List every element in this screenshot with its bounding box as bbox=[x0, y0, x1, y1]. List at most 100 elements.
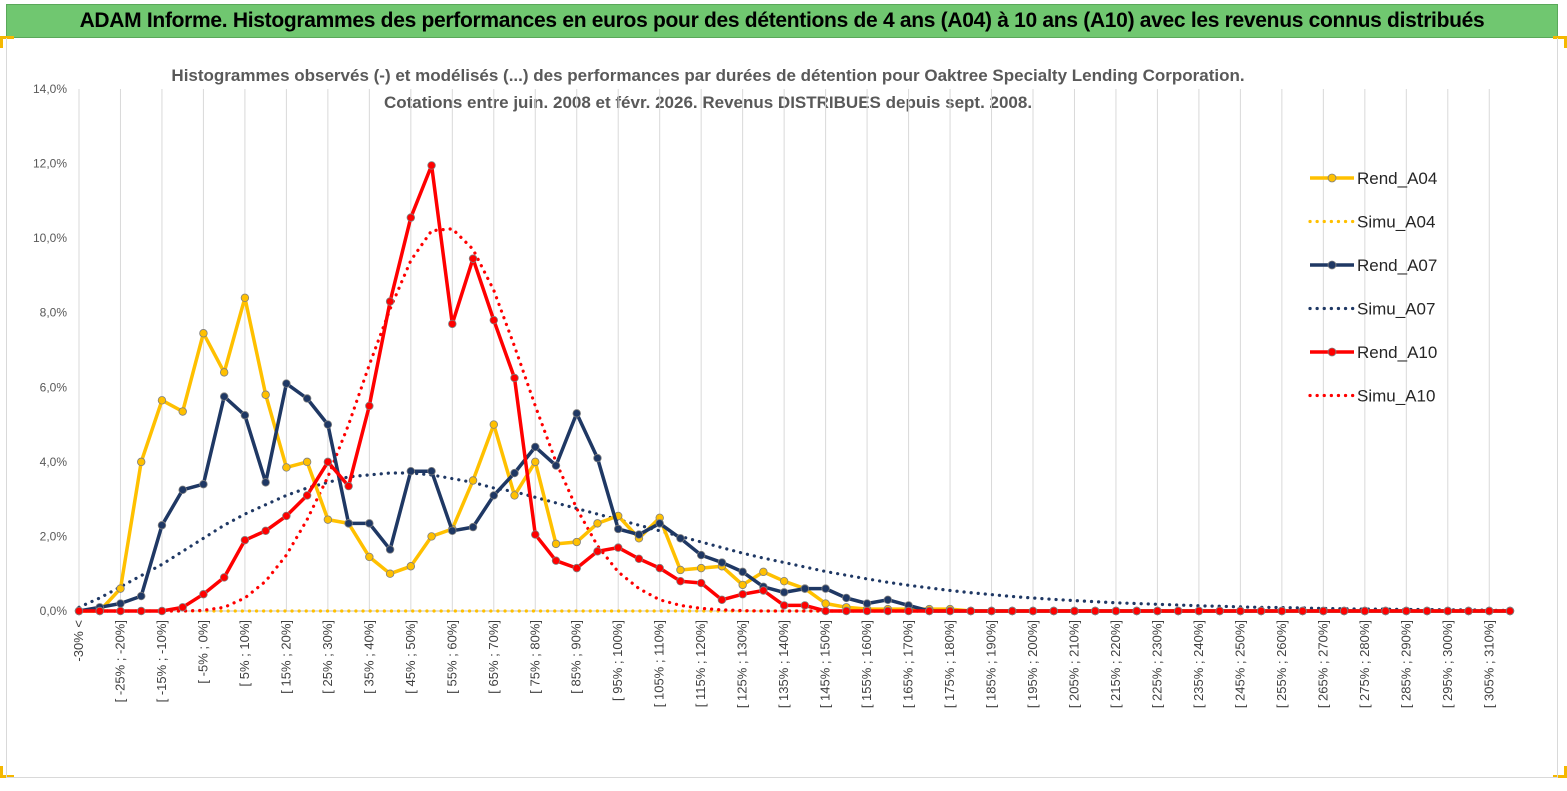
point-Rend_A07 bbox=[883, 595, 893, 605]
x-tick-label: [ 165% ; 170%] bbox=[901, 620, 916, 708]
point-Rend_A04 bbox=[406, 562, 416, 571]
point-Rend_A04 bbox=[531, 457, 540, 467]
y-tick-label: 8,0% bbox=[40, 306, 68, 320]
point-Rend_A07 bbox=[323, 420, 333, 429]
point-Rend_A10 bbox=[1339, 606, 1349, 616]
point-Rend_A10 bbox=[406, 213, 416, 222]
chart-frame bbox=[6, 38, 1558, 778]
corner-accent-lb bbox=[0, 766, 3, 778]
point-Rend_A10 bbox=[95, 606, 104, 616]
point-Rend_A04 bbox=[738, 580, 747, 590]
series-Rend_A10 bbox=[79, 163, 1510, 613]
x-tick-label: [ 225% ; 230%] bbox=[1149, 620, 1164, 708]
point-Rend_A10 bbox=[302, 491, 312, 500]
point-Rend_A07 bbox=[448, 526, 457, 536]
x-tick-label: -30% < bbox=[71, 620, 86, 662]
point-Rend_A07 bbox=[365, 519, 374, 528]
point-Rend_A10 bbox=[738, 590, 747, 599]
point-Rend_A10 bbox=[1236, 606, 1245, 616]
point-Rend_A10 bbox=[137, 606, 146, 616]
point-Rend_A10 bbox=[1505, 606, 1515, 616]
point-Rend_A07 bbox=[137, 591, 146, 601]
point-Rend_A10 bbox=[261, 526, 270, 536]
point-Rend_A10 bbox=[1049, 606, 1058, 616]
y-tick-label: 6,0% bbox=[40, 380, 68, 394]
x-tick-label: [ 185% ; 190%] bbox=[984, 620, 999, 708]
point-Rend_A10 bbox=[282, 511, 291, 521]
x-tick-label: [ 245% ; 250%] bbox=[1232, 620, 1247, 708]
point-Rend_A04 bbox=[572, 537, 581, 547]
point-Rend_A07 bbox=[717, 558, 727, 567]
point-Rend_A04 bbox=[489, 420, 498, 429]
x-tick-label: [ 115% ; 120%] bbox=[693, 620, 708, 707]
point-Rend_A04 bbox=[323, 515, 333, 524]
point-Rend_A10 bbox=[779, 601, 789, 610]
point-Rend_A07 bbox=[157, 521, 167, 530]
point-Rend_A04 bbox=[365, 552, 374, 562]
x-tick-label: [ 305% ; 310%] bbox=[1481, 620, 1496, 708]
point-Rend_A10 bbox=[1215, 606, 1224, 616]
corner-accent-tl bbox=[0, 36, 14, 39]
point-Rend_A04 bbox=[779, 576, 789, 586]
x-tick-label: [ 175% ; 180%] bbox=[942, 620, 957, 708]
legend-label-Rend_A10: Rend_A10 bbox=[1357, 343, 1437, 362]
x-axis: -30% < [ -25% ; -20%] [ -15% ; -10%] [ -5% … bbox=[71, 610, 1512, 708]
report-title: ADAM Informe. Histogrammes des performan… bbox=[79, 9, 1485, 32]
point-Rend_A07 bbox=[842, 593, 851, 603]
point-Rend_A10 bbox=[1132, 606, 1141, 616]
point-Rend_A10 bbox=[696, 578, 706, 588]
x-tick-label: [ 275% ; 280%] bbox=[1357, 620, 1372, 708]
x-tick-label: [ 295% ; 300%] bbox=[1440, 620, 1455, 708]
corner-accent-br bbox=[1553, 775, 1567, 778]
x-tick-label: [ 205% ; 210%] bbox=[1066, 620, 1081, 708]
y-tick-label: 12,0% bbox=[33, 157, 67, 171]
point-Rend_A10 bbox=[531, 530, 540, 539]
point-Rend_A07 bbox=[779, 588, 789, 597]
point-Rend_A04 bbox=[116, 584, 125, 593]
grid-lines bbox=[78, 89, 1490, 611]
x-tick-label: [ 255% ; 260%] bbox=[1274, 620, 1289, 708]
point-Rend_A10 bbox=[1091, 606, 1100, 616]
point-Rend_A10 bbox=[116, 606, 125, 616]
legend-label-Rend_A07: Rend_A07 bbox=[1357, 256, 1437, 275]
point-Rend_A07 bbox=[240, 411, 250, 420]
y-tick-label: 14,0% bbox=[33, 82, 67, 96]
legend-label-Rend_A04: Rend_A04 bbox=[1357, 169, 1437, 188]
point-Rend_A04 bbox=[199, 329, 208, 338]
point-Rend_A10 bbox=[717, 595, 727, 605]
legend-label-Simu_A07: Simu_A07 bbox=[1357, 300, 1435, 319]
point-Rend_A10 bbox=[925, 606, 934, 616]
point-Rend_A07 bbox=[551, 461, 561, 470]
point-Rend_A04 bbox=[821, 599, 830, 608]
point-Rend_A10 bbox=[800, 601, 810, 610]
point-Rend_A10 bbox=[385, 297, 395, 306]
point-Rend_A10 bbox=[945, 606, 955, 616]
corner-accent-tr bbox=[1553, 36, 1567, 39]
point-Rend_A10 bbox=[178, 603, 187, 612]
x-tick-label: [ 45% ; 50%] bbox=[403, 620, 418, 694]
point-Rend_A07 bbox=[116, 599, 125, 608]
point-Rend_A10 bbox=[448, 319, 457, 329]
point-Rend_A10 bbox=[1194, 606, 1204, 616]
x-tick-label: [ 135% ; 140%] bbox=[776, 620, 791, 708]
point-Rend_A10 bbox=[427, 161, 436, 170]
point-Rend_A10 bbox=[1111, 606, 1121, 616]
point-Rend_A10 bbox=[1443, 606, 1452, 616]
point-Rend_A04 bbox=[282, 463, 291, 472]
point-Rend_A10 bbox=[240, 535, 250, 545]
legend-label-Simu_A04: Simu_A04 bbox=[1357, 213, 1435, 232]
point-Rend_A07 bbox=[510, 468, 519, 478]
corner-accent-bl bbox=[0, 775, 14, 778]
point-Rend_A07 bbox=[406, 466, 416, 476]
point-Rend_A04 bbox=[510, 491, 519, 500]
x-tick-label: [ 235% ; 240%] bbox=[1191, 620, 1206, 708]
point-Rend_A10 bbox=[1402, 606, 1411, 616]
point-Rend_A04 bbox=[468, 476, 478, 485]
point-Rend_A10 bbox=[1360, 606, 1370, 616]
legend-marker-Rend_A04 bbox=[1327, 173, 1337, 183]
point-Rend_A10 bbox=[821, 606, 830, 616]
point-Rend_A07 bbox=[427, 466, 436, 476]
point-Rend_A10 bbox=[489, 315, 498, 325]
point-Rend_A10 bbox=[1277, 606, 1287, 616]
